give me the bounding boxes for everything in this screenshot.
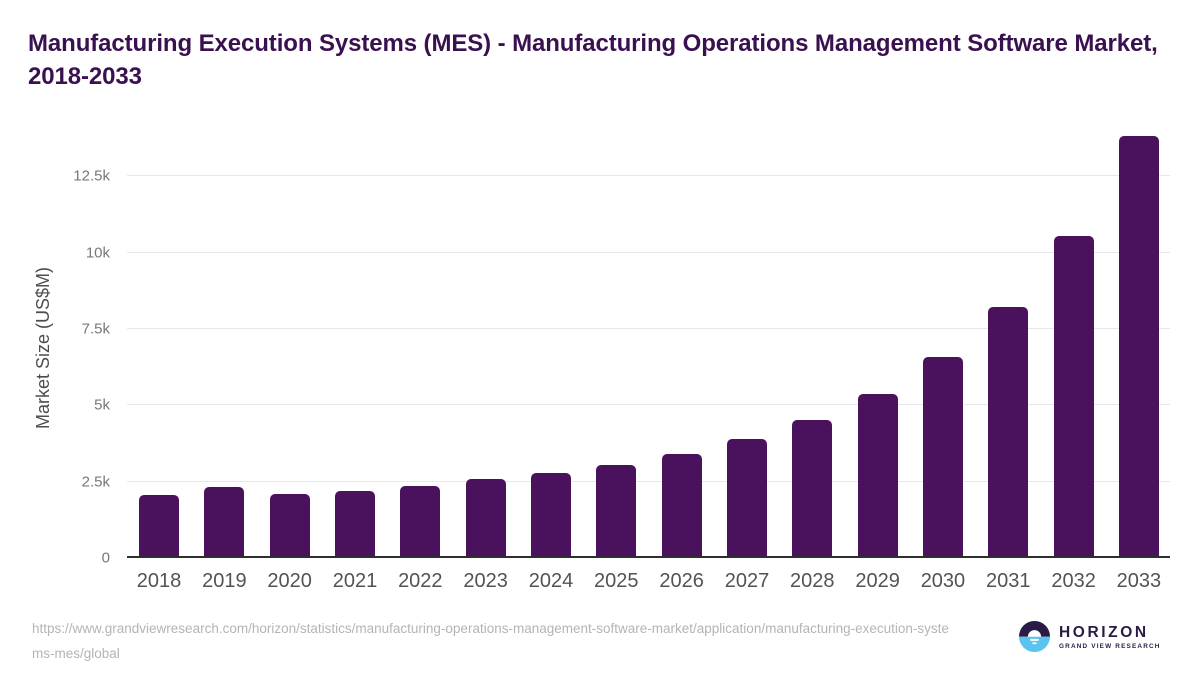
brand-text: HORIZON GRAND VIEW RESEARCH: [1059, 624, 1161, 650]
y-axis-ticks: 0 2.5k 5k 7.5k 10k 12.5k: [0, 137, 110, 567]
y-tick-12.5k: 12.5k: [73, 167, 110, 185]
bar-group-2021: 2021: [333, 137, 377, 592]
bar-group-2018: 2018: [137, 137, 181, 592]
bars: 2018 2019 2020 2021 2022 2023 2024 2025 2026 2027…: [127, 136, 1170, 592]
bar-group-2019: 2019: [202, 137, 247, 592]
gridline-10k: [127, 251, 1170, 253]
x-tick-2033: 2033: [1116, 570, 1162, 592]
x-axis-line: [127, 556, 1170, 558]
bar-2030[interactable]: [922, 357, 963, 557]
x-tick-2028: 2028: [790, 570, 835, 592]
bar-2031[interactable]: [988, 306, 1029, 557]
x-tick-2019: 2019: [202, 570, 247, 592]
x-tick-2020: 2020: [267, 570, 312, 592]
bar-group-2026: 2026: [659, 137, 704, 592]
y-tick-5k: 5k: [94, 396, 110, 414]
bar-2018[interactable]: [139, 495, 179, 557]
x-tick-2021: 2021: [332, 570, 378, 592]
gridline-2.5k: [127, 480, 1170, 482]
horizon-logo-icon: [1019, 621, 1050, 652]
bar-2029[interactable]: [857, 393, 898, 557]
bar-2032[interactable]: [1053, 236, 1094, 557]
plot-area: 2018 2019 2020 2021 2022 2023 2024 2025 2026 2027…: [127, 136, 1170, 592]
bar-2022[interactable]: [400, 485, 441, 557]
bar-group-2030: 2030: [921, 137, 965, 592]
x-tick-2023: 2023: [463, 570, 508, 592]
bar-group-2020: 2020: [267, 137, 312, 592]
y-tick-10k: 10k: [85, 244, 110, 262]
bar-2028[interactable]: [792, 419, 833, 557]
x-tick-2024: 2024: [528, 570, 574, 592]
x-tick-2026: 2026: [659, 570, 704, 592]
bar-group-2032: 2032: [1051, 137, 1096, 592]
bar-group-2033: 2033: [1117, 136, 1161, 592]
x-tick-2025: 2025: [594, 570, 639, 592]
bar-2019[interactable]: [204, 487, 245, 557]
gridline-7.5k: [127, 328, 1170, 330]
bar-2025[interactable]: [596, 464, 637, 557]
bar-group-2028: 2028: [790, 137, 835, 592]
x-tick-2027: 2027: [724, 570, 770, 592]
bar-2033[interactable]: [1118, 136, 1159, 557]
x-tick-2018: 2018: [136, 570, 182, 592]
bar-2024[interactable]: [530, 472, 571, 557]
bar-2026[interactable]: [661, 453, 702, 557]
bar-group-2025: 2025: [594, 137, 639, 592]
x-tick-2030: 2030: [920, 570, 966, 592]
gridline-5k: [127, 404, 1170, 406]
x-tick-2022: 2022: [398, 570, 443, 592]
y-tick-2.5k: 2.5k: [81, 473, 110, 491]
source-url: https://www.grandviewresearch.com/horizo…: [32, 621, 949, 661]
bar-group-2029: 2029: [855, 137, 900, 592]
x-tick-2032: 2032: [1051, 570, 1096, 592]
bar-group-2023: 2023: [463, 137, 508, 592]
brand-name: HORIZON: [1059, 623, 1149, 641]
y-tick-0: 0: [101, 549, 110, 567]
x-tick-2031: 2031: [986, 570, 1031, 592]
gridline-12.5k: [127, 175, 1170, 177]
brand-logo: HORIZON GRAND VIEW RESEARCH: [1019, 621, 1161, 652]
bar-group-2027: 2027: [725, 137, 769, 592]
y-tick-7.5k: 7.5k: [81, 320, 110, 338]
bar-2023[interactable]: [465, 479, 506, 557]
bar-2027[interactable]: [726, 438, 767, 557]
chart-title: Manufacturing Execution Systems (MES) - …: [28, 30, 1158, 90]
bar-group-2022: 2022: [398, 137, 443, 592]
bar-2021[interactable]: [334, 490, 375, 557]
bar-group-2024: 2024: [529, 137, 573, 592]
x-tick-2029: 2029: [855, 570, 900, 592]
brand-subtitle: GRAND VIEW RESEARCH: [1059, 642, 1161, 650]
bar-2020[interactable]: [269, 494, 310, 557]
bar-group-2031: 2031: [986, 137, 1031, 592]
